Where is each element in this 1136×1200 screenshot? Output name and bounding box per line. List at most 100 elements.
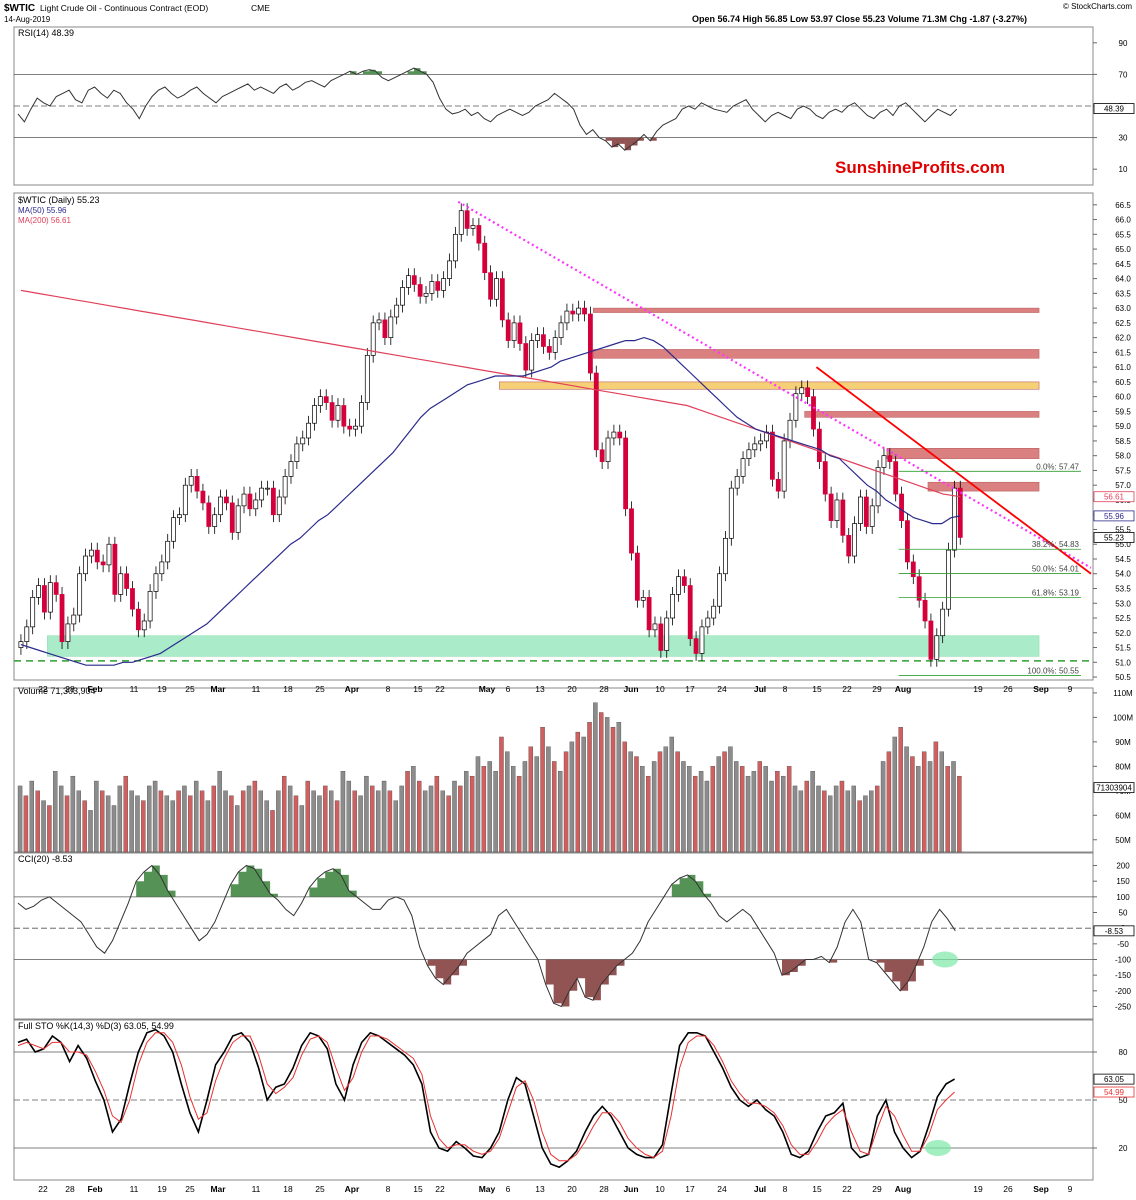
candle-up [576, 307, 582, 315]
candle-up [159, 561, 165, 575]
volume-bar-up [628, 751, 633, 853]
cci-axis-label: -100 [1115, 955, 1132, 964]
candle-down [247, 493, 253, 510]
candle-up [946, 549, 951, 610]
candle-down [775, 478, 781, 492]
volume-bar-up [681, 761, 686, 853]
sto-d-value: 54.99 [1104, 1088, 1125, 1097]
candle-down [541, 334, 546, 347]
candle-down [435, 281, 441, 291]
cci-current-value-box [1093, 925, 1135, 937]
x-axis-label: 17 [685, 684, 695, 694]
cci-axis-label: 100 [1116, 893, 1130, 902]
volume-bar-down [563, 751, 569, 853]
candle-up [106, 543, 112, 566]
candle-up [852, 523, 857, 557]
candle-up [406, 275, 411, 288]
x-axis-label: 13 [535, 684, 545, 694]
fib-label: 38.2%: 54.83 [1032, 540, 1080, 549]
volume-bar-up [734, 761, 739, 853]
candle-up [300, 437, 306, 445]
volume-bar-down [417, 780, 422, 853]
x-axis-label: Aug [895, 684, 912, 694]
candle-up [118, 573, 124, 595]
volume-bar-up [593, 702, 598, 853]
volume-bar-up [111, 805, 117, 853]
candle-up [799, 387, 805, 395]
candle-down [846, 535, 852, 557]
volume-bar-down [64, 795, 70, 853]
cci-current-value: -8.53 [1105, 927, 1124, 936]
volume-bar-up [828, 795, 833, 853]
volume-bar-down [323, 785, 328, 853]
ma200-line [20, 289, 961, 498]
candle-down [194, 475, 200, 492]
x-axis-label: Sep [1033, 684, 1049, 694]
candle-up [30, 597, 36, 628]
x-axis-label: 15 [812, 684, 822, 694]
candle-up [294, 443, 300, 462]
volume-bar-up [411, 766, 416, 853]
volume-bar-up [475, 756, 481, 853]
volume-bar-up [299, 805, 305, 853]
candle-up [869, 505, 875, 527]
candle-up [728, 487, 734, 539]
candle-up [740, 458, 746, 477]
volume-bar-down [47, 805, 52, 853]
candle-down [206, 502, 212, 527]
volume-bar-up [276, 790, 281, 853]
volume-bar-up [76, 790, 81, 853]
price-axis-label: 62.0 [1115, 334, 1131, 343]
volume-bar-up [663, 746, 669, 853]
volume-bar-down [610, 727, 616, 853]
volume-bar-down [352, 790, 357, 853]
cci-axis-label: 200 [1116, 862, 1130, 871]
volume-bar-down [898, 727, 903, 853]
x-axis-label: 29 [872, 684, 882, 694]
volume-bar-down [646, 775, 651, 853]
volume-bar-down [282, 775, 287, 853]
candle-down [816, 428, 822, 462]
x-axis-label: 24 [717, 1184, 727, 1194]
x-axis-label: 11 [252, 1184, 261, 1194]
candle-up [470, 225, 476, 229]
volume-bar-up [182, 785, 187, 853]
candle-down [623, 437, 629, 510]
volume-bar-up [505, 751, 510, 853]
volume-bar-down [757, 761, 762, 853]
volume-bar-up [105, 795, 111, 853]
candle-up [940, 608, 946, 637]
candle-down [922, 599, 928, 622]
volume-bar-down [141, 800, 146, 853]
candle-down [100, 561, 106, 566]
volume-bar-up [358, 795, 363, 853]
volume-bar-up [892, 736, 898, 853]
price-zone-resistance [804, 411, 1040, 418]
volume-axis-label: 100M [1113, 713, 1133, 722]
volume-bar-up [851, 785, 856, 853]
volume-bar-up [640, 766, 645, 853]
x-axis-label: 19 [157, 684, 167, 694]
volume-bar-down [434, 775, 440, 853]
price-axis-label: 63.0 [1115, 304, 1131, 313]
price-axis-label: 58.0 [1115, 452, 1131, 461]
x-axis-label: 28 [65, 1184, 75, 1194]
candle-down [482, 242, 488, 274]
cci-highlight-ellipse [932, 951, 958, 968]
candle-up [171, 517, 176, 542]
volume-bar-down [199, 790, 205, 853]
volume-bar-up [616, 722, 622, 853]
volume-bar-down [252, 780, 258, 853]
volume-bar-down [35, 790, 40, 853]
candle-down [822, 461, 828, 495]
volume-bar-up [904, 746, 909, 853]
candle-up [752, 443, 758, 451]
rsi-current-value: 48.39 [1104, 105, 1125, 114]
candle-down [130, 588, 135, 610]
x-axis-label: 19 [157, 1184, 167, 1194]
volume-bar-up [129, 790, 134, 853]
price-axis-label: 63.5 [1115, 289, 1131, 298]
volume-bar-down [305, 780, 310, 853]
volume-bar-down [188, 795, 193, 853]
